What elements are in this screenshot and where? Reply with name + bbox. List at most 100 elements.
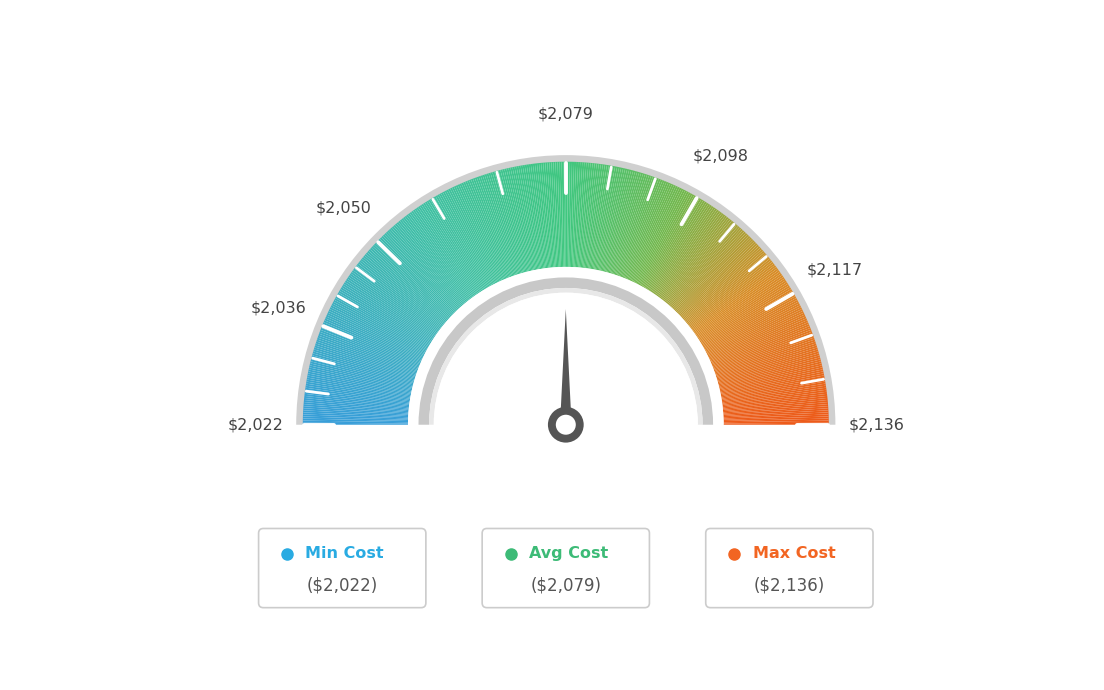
- Wedge shape: [434, 293, 698, 425]
- Wedge shape: [473, 178, 511, 277]
- Wedge shape: [647, 199, 703, 290]
- Wedge shape: [368, 250, 447, 322]
- Wedge shape: [344, 280, 434, 339]
- Wedge shape: [477, 177, 513, 276]
- Wedge shape: [346, 279, 435, 338]
- Wedge shape: [659, 212, 722, 298]
- Wedge shape: [302, 423, 408, 425]
- Wedge shape: [343, 282, 433, 340]
- Wedge shape: [304, 404, 408, 413]
- Wedge shape: [633, 187, 680, 282]
- FancyBboxPatch shape: [482, 529, 649, 608]
- Wedge shape: [697, 277, 785, 337]
- Wedge shape: [672, 230, 744, 309]
- Wedge shape: [404, 216, 470, 300]
- Wedge shape: [643, 195, 697, 288]
- Wedge shape: [692, 267, 777, 331]
- Wedge shape: [596, 167, 619, 270]
- Wedge shape: [471, 179, 510, 277]
- Wedge shape: [302, 419, 408, 422]
- Wedge shape: [326, 317, 422, 361]
- Wedge shape: [606, 170, 635, 273]
- Wedge shape: [338, 291, 429, 346]
- Wedge shape: [709, 313, 805, 359]
- Wedge shape: [709, 315, 806, 359]
- Wedge shape: [626, 181, 668, 279]
- Wedge shape: [341, 286, 432, 342]
- Wedge shape: [507, 168, 531, 271]
- Wedge shape: [651, 204, 710, 293]
- Wedge shape: [359, 260, 443, 327]
- Wedge shape: [522, 165, 541, 269]
- Wedge shape: [306, 384, 410, 402]
- Wedge shape: [719, 357, 820, 386]
- Wedge shape: [594, 166, 615, 270]
- Wedge shape: [541, 163, 552, 268]
- Circle shape: [555, 415, 576, 435]
- Wedge shape: [502, 169, 529, 272]
- Wedge shape: [302, 413, 408, 419]
- Wedge shape: [355, 265, 440, 330]
- Wedge shape: [716, 346, 817, 378]
- Wedge shape: [517, 166, 538, 270]
- Wedge shape: [627, 183, 670, 280]
- Wedge shape: [383, 235, 457, 311]
- Wedge shape: [615, 175, 649, 275]
- Wedge shape: [363, 255, 445, 324]
- Wedge shape: [722, 382, 826, 400]
- Wedge shape: [461, 183, 505, 280]
- Wedge shape: [510, 167, 534, 270]
- Wedge shape: [369, 249, 448, 320]
- Wedge shape: [553, 162, 560, 267]
- Wedge shape: [385, 232, 458, 310]
- Wedge shape: [304, 408, 408, 416]
- Wedge shape: [584, 164, 598, 268]
- Wedge shape: [358, 262, 442, 328]
- Wedge shape: [519, 166, 539, 270]
- Wedge shape: [400, 219, 467, 302]
- Wedge shape: [710, 318, 807, 362]
- Wedge shape: [646, 198, 701, 290]
- Wedge shape: [329, 309, 424, 357]
- Wedge shape: [480, 175, 516, 275]
- Wedge shape: [302, 421, 408, 424]
- Text: ($2,022): ($2,022): [307, 576, 378, 594]
- Wedge shape: [500, 170, 528, 272]
- Wedge shape: [308, 371, 412, 394]
- Wedge shape: [432, 197, 487, 289]
- Wedge shape: [393, 225, 464, 306]
- Wedge shape: [673, 232, 746, 310]
- Wedge shape: [620, 178, 659, 277]
- Wedge shape: [410, 212, 473, 298]
- Wedge shape: [667, 222, 735, 304]
- Wedge shape: [452, 187, 499, 282]
- Wedge shape: [710, 317, 806, 361]
- Wedge shape: [690, 264, 775, 329]
- Wedge shape: [423, 203, 481, 292]
- Wedge shape: [722, 384, 826, 402]
- Wedge shape: [684, 250, 764, 322]
- Wedge shape: [681, 245, 758, 317]
- Wedge shape: [611, 172, 644, 274]
- Wedge shape: [683, 249, 763, 320]
- Wedge shape: [625, 181, 667, 279]
- Wedge shape: [550, 162, 558, 267]
- Wedge shape: [714, 337, 815, 373]
- Wedge shape: [310, 359, 413, 386]
- Wedge shape: [630, 185, 676, 282]
- Wedge shape: [539, 163, 551, 268]
- Wedge shape: [616, 175, 651, 275]
- Wedge shape: [624, 180, 665, 279]
- Wedge shape: [673, 233, 747, 310]
- Wedge shape: [636, 190, 686, 284]
- Text: ($2,079): ($2,079): [530, 576, 602, 594]
- Wedge shape: [555, 162, 561, 267]
- Wedge shape: [350, 273, 437, 335]
- Wedge shape: [521, 166, 540, 269]
- Polygon shape: [560, 309, 572, 435]
- Wedge shape: [697, 279, 786, 338]
- Wedge shape: [700, 286, 790, 342]
- Wedge shape: [543, 163, 553, 268]
- Wedge shape: [330, 305, 425, 354]
- Wedge shape: [310, 362, 413, 388]
